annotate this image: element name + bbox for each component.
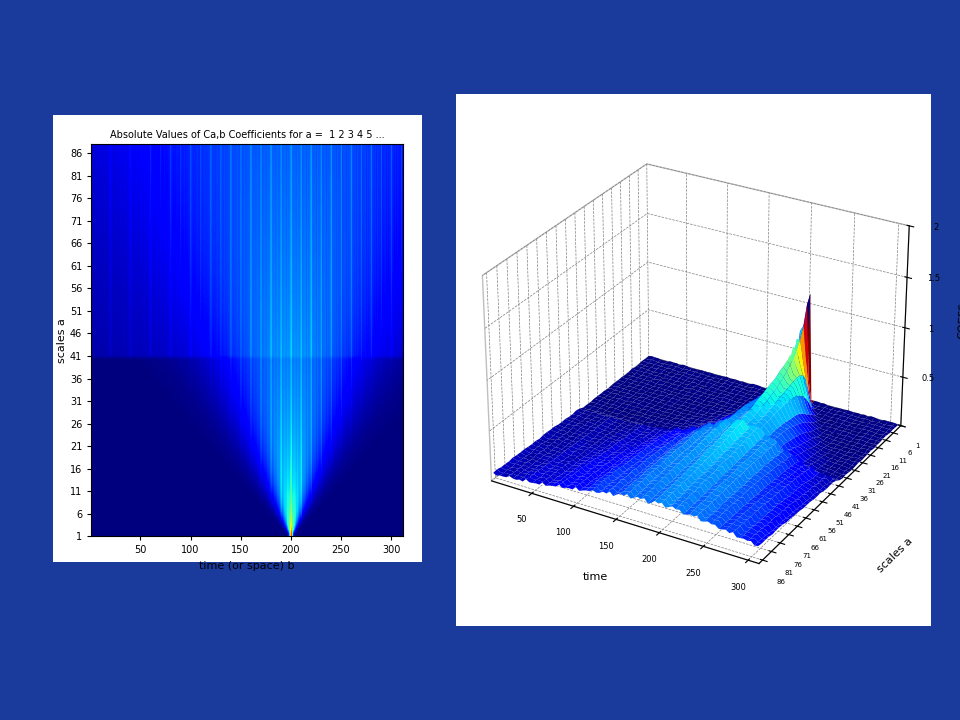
X-axis label: time (or space) b: time (or space) b — [200, 561, 295, 571]
Y-axis label: scales a: scales a — [876, 536, 915, 575]
X-axis label: time: time — [583, 572, 608, 582]
Title: Absolute Values of Ca,b Coefficients for a =  1 2 3 4 5 ...: Absolute Values of Ca,b Coefficients for… — [109, 130, 385, 140]
Y-axis label: scales a: scales a — [57, 318, 67, 363]
